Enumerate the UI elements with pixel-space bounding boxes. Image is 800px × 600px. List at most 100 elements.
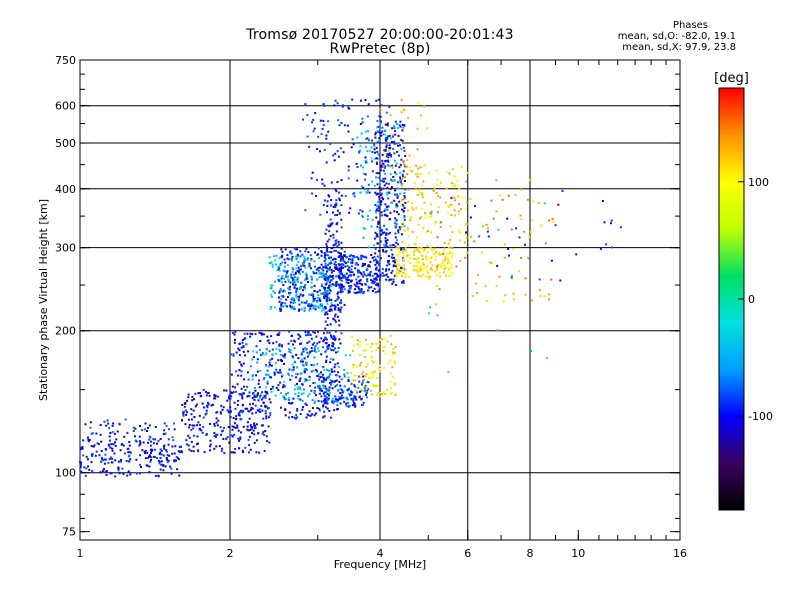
scatter-point xyxy=(352,192,355,195)
scatter-point xyxy=(283,270,286,273)
scatter-point xyxy=(300,358,303,361)
scatter-point xyxy=(144,452,146,455)
scatter-point xyxy=(316,278,318,281)
scatter-point xyxy=(263,433,266,436)
scatter-point xyxy=(354,374,356,377)
scatter-point xyxy=(335,204,338,206)
y-tick-label: 75 xyxy=(62,526,76,539)
scatter-point xyxy=(146,457,149,459)
scatter-point xyxy=(293,281,296,284)
scatter-point xyxy=(335,351,337,354)
scatter-point xyxy=(322,119,325,122)
scatter-point xyxy=(364,99,367,102)
scatter-point xyxy=(459,239,462,242)
scatter-point xyxy=(328,262,331,265)
scatter-point xyxy=(364,384,367,387)
scatter-point xyxy=(337,155,340,158)
scatter-point xyxy=(147,426,149,429)
scatter-point xyxy=(424,266,427,269)
scatter-point xyxy=(354,389,357,392)
scatter-point xyxy=(393,384,396,387)
scatter-point xyxy=(253,387,256,389)
scatter-point xyxy=(336,298,339,301)
scatter-point xyxy=(248,391,251,394)
scatter-point xyxy=(106,419,109,422)
scatter-point xyxy=(362,375,365,378)
scatter-point xyxy=(428,278,431,281)
scatter-point xyxy=(302,118,304,121)
scatter-point xyxy=(324,262,327,265)
scatter-point xyxy=(160,453,163,456)
scatter-point xyxy=(295,290,298,293)
scatter-point xyxy=(325,270,328,273)
scatter-point xyxy=(323,308,326,311)
scatter-point xyxy=(349,254,352,257)
scatter-point xyxy=(316,342,319,345)
scatter-point xyxy=(272,342,275,345)
scatter-point xyxy=(451,254,454,257)
scatter-point xyxy=(492,217,495,220)
scatter-point xyxy=(414,188,417,190)
scatter-point xyxy=(459,259,462,262)
scatter-point xyxy=(402,161,405,164)
scatter-point xyxy=(364,178,366,181)
scatter-point xyxy=(426,269,428,272)
scatter-point xyxy=(366,389,369,392)
scatter-point xyxy=(317,347,320,350)
scatter-point xyxy=(448,275,451,278)
scatter-point xyxy=(311,292,314,295)
scatter-point xyxy=(376,225,379,228)
scatter-point xyxy=(342,256,344,259)
scatter-point xyxy=(450,256,453,259)
scatter-point xyxy=(213,447,216,450)
scatter-point xyxy=(111,424,114,427)
scatter-point xyxy=(333,366,336,369)
scatter-point xyxy=(320,387,323,390)
scatter-point xyxy=(337,296,340,299)
scatter-point xyxy=(390,387,392,390)
scatter-point xyxy=(331,397,334,400)
scatter-point xyxy=(228,397,231,400)
scatter-point xyxy=(341,397,344,399)
scatter-point xyxy=(307,265,310,268)
scatter-point xyxy=(309,350,312,353)
scatter-point xyxy=(385,233,388,236)
scatter-point xyxy=(359,123,362,126)
scatter-point xyxy=(382,275,385,277)
scatter-point xyxy=(334,395,337,398)
scatter-point xyxy=(406,209,409,212)
scatter-point xyxy=(312,331,315,334)
scatter-point xyxy=(332,402,335,405)
scatter-point xyxy=(134,427,137,430)
scatter-point xyxy=(355,256,358,258)
scatter-point xyxy=(291,416,294,418)
scatter-point xyxy=(284,353,286,356)
scatter-point xyxy=(371,376,374,379)
scatter-point xyxy=(392,348,395,351)
scatter-point xyxy=(297,357,300,360)
scatter-point xyxy=(385,268,388,271)
scatter-point xyxy=(376,150,379,153)
scatter-point xyxy=(340,255,343,258)
scatter-point xyxy=(154,474,157,477)
scatter-point xyxy=(379,169,382,172)
scatter-point xyxy=(323,260,326,262)
scatter-point xyxy=(264,390,267,393)
scatter-point xyxy=(333,370,336,373)
scatter-point xyxy=(255,423,258,426)
scatter-point xyxy=(369,389,372,392)
scatter-point xyxy=(268,441,271,444)
scatter-point xyxy=(329,251,332,253)
scatter-point xyxy=(289,349,292,351)
scatter-point xyxy=(429,261,432,264)
scatter-point xyxy=(279,288,282,291)
scatter-point xyxy=(543,295,546,298)
scatter-point xyxy=(391,186,393,189)
scatter-point xyxy=(401,129,404,132)
scatter-point xyxy=(349,207,352,210)
scatter-point xyxy=(362,262,365,265)
scatter-point xyxy=(487,235,490,238)
scatter-point xyxy=(258,408,261,411)
scatter-point xyxy=(274,259,277,262)
scatter-point xyxy=(324,320,327,323)
